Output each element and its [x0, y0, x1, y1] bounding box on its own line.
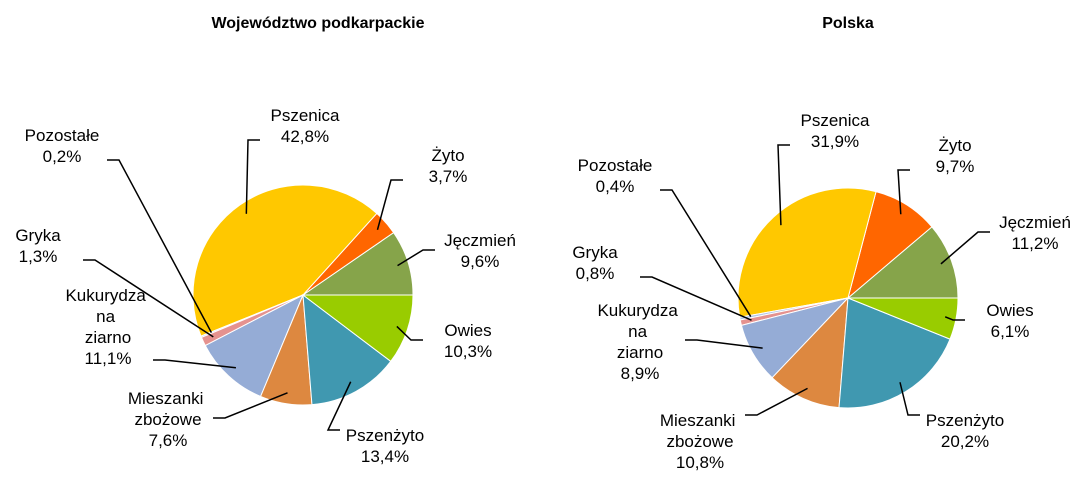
leader-line [326, 381, 352, 431]
leader-line [777, 144, 790, 226]
data-label: 8,9% [621, 364, 660, 383]
leader-line [153, 359, 236, 369]
slice-name: Pszenżyto [346, 426, 424, 445]
slice-name: Kukurydza na ziarno [597, 301, 682, 362]
data-label: 3,7% [429, 167, 468, 186]
data-label: 9,7% [936, 157, 975, 176]
slice-name: Owies [444, 321, 491, 340]
leader-line [213, 392, 288, 419]
slice-name: Pszenżyto [926, 411, 1004, 430]
pie-slice [204, 293, 304, 398]
slice-name: Żyto [938, 136, 971, 155]
leader-line [745, 387, 808, 416]
pie-slice [846, 226, 959, 299]
data-label: 6,1% [991, 322, 1030, 341]
leader-line [245, 139, 260, 214]
leader-line [83, 259, 214, 338]
slice-name: Pszenica [801, 111, 871, 130]
slice-name: Kukurydza na ziarno [65, 286, 150, 347]
slice-name: Jęczmień [444, 231, 516, 250]
pie-slice [301, 294, 414, 363]
slice-name: Pszenica [271, 106, 341, 125]
slice-name: Pozostałe [25, 126, 100, 145]
data-label: 11,1% [85, 349, 132, 368]
slice-name: Żyto [431, 146, 464, 165]
pie-slice [847, 297, 959, 340]
data-label: 42,8% [281, 127, 329, 146]
data-label: 0,8% [576, 264, 615, 283]
data-label: 1,3% [19, 247, 58, 266]
slice-name: Owies [986, 301, 1033, 320]
leader-line [376, 179, 403, 230]
data-label: 10,3% [444, 342, 492, 361]
data-label: 0,2% [43, 147, 82, 166]
pie-slice [302, 293, 392, 406]
data-label: 31,9% [811, 132, 859, 151]
leader-line [640, 276, 752, 321]
pie-slice [838, 297, 951, 409]
pie-slice [771, 296, 849, 409]
data-label: 7,6% [149, 431, 188, 450]
leader-line [685, 339, 763, 349]
leader-line [396, 325, 423, 341]
data-label: 10,8% [676, 453, 724, 472]
leader-line [944, 316, 965, 321]
pie-slice [737, 187, 877, 318]
slice-name: Mieszanki zbożowe [128, 389, 208, 429]
leader-line [899, 382, 920, 416]
slice-name: Pozostałe [578, 156, 653, 175]
data-label: 0,4% [596, 177, 635, 196]
leader-line [660, 189, 752, 317]
slice-name: Mieszanki zbożowe [660, 411, 740, 451]
data-label: 11,2% [1012, 234, 1059, 253]
chart-title: Województwo podkarpackie [211, 15, 424, 32]
data-label: 13,4% [361, 447, 409, 466]
data-label: 9,6% [461, 252, 500, 271]
leader-line [107, 159, 213, 333]
leader-line [940, 231, 990, 265]
data-label: 20,2% [941, 432, 989, 451]
slice-name: Gryka [572, 243, 618, 262]
slice-name: Jęczmień [999, 213, 1071, 232]
chart-title: Polska [822, 15, 874, 32]
slice-name: Gryka [15, 226, 61, 245]
leader-line [397, 249, 435, 267]
leader-line [897, 169, 910, 215]
